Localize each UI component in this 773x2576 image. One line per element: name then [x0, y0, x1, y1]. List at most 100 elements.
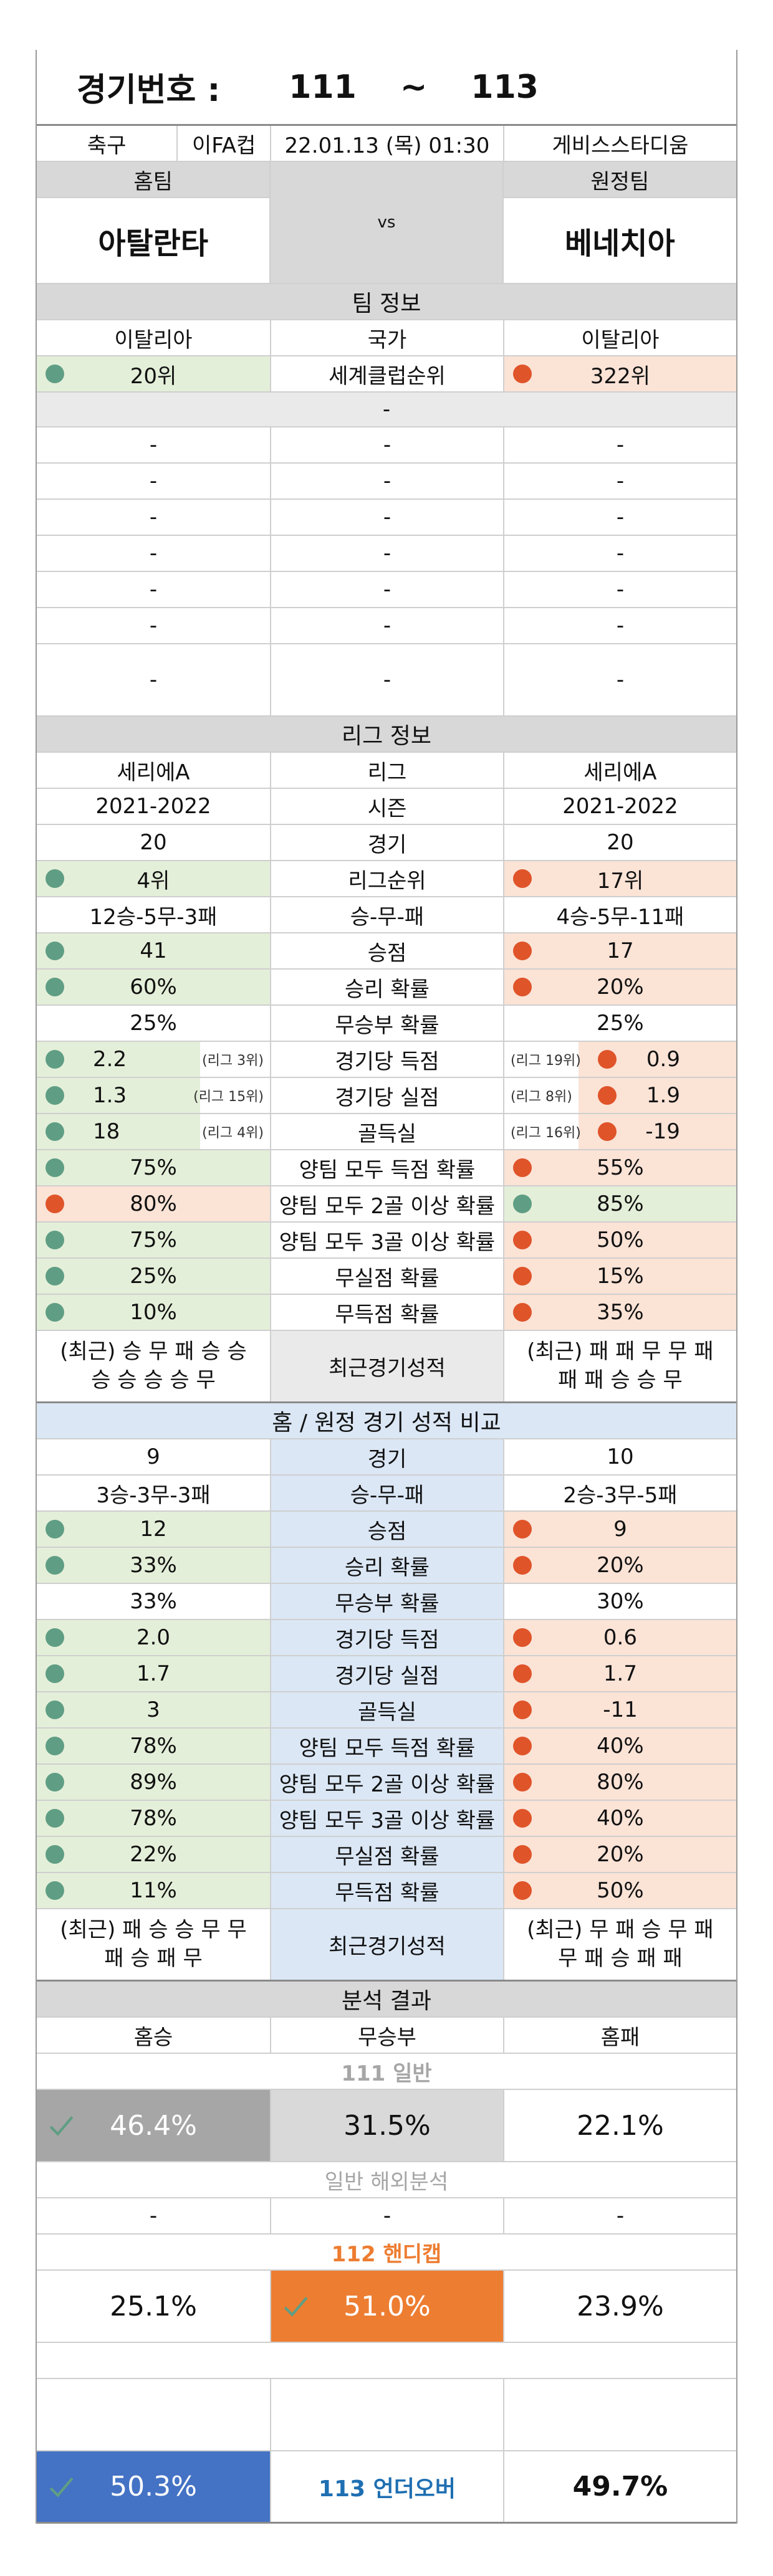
orange-indicator-dot-icon — [512, 1773, 532, 1791]
venue-info-title: 홈 / 원정 경기 성적 비교 — [37, 1403, 736, 1438]
value-text: 33% — [130, 1553, 177, 1578]
venue-gd-row-away: -11 — [502, 1692, 736, 1727]
col-draw: 무승부 — [269, 2018, 503, 2053]
league-rank-note: (리그 16위) — [510, 1125, 581, 1141]
games-row-away: 20 — [502, 825, 736, 860]
recent-line: 패 패 승 승 무 — [558, 1367, 683, 1393]
venue-win-rate-row: 33% 승리 확률 20% — [37, 1548, 736, 1584]
venue-btts-row: 78% 양팀 모두 득점 확률 40% — [37, 1729, 736, 1765]
empty-away: - — [502, 500, 736, 535]
green-indicator-dot-icon — [512, 1195, 532, 1213]
g112-result-row: 25.1% 51.0% 23.9% — [37, 2271, 736, 2343]
btts-row-away: 55% — [502, 1150, 736, 1185]
value-text: 80% — [130, 1191, 177, 1216]
venue-gd-row-label: 골득실 — [269, 1692, 503, 1727]
overseas-draw: - — [269, 2198, 503, 2233]
venue-gf-row-away: 0.6 — [502, 1620, 736, 1655]
venue-games-row-label: 경기 — [269, 1439, 503, 1474]
orange-indicator-dot-icon — [512, 869, 532, 888]
empty-home: - — [149, 432, 158, 457]
green-indicator-dot-icon — [46, 1845, 64, 1864]
empty-away: - — [502, 644, 736, 715]
orange-indicator-dot-icon — [512, 1664, 532, 1683]
orange-indicator-dot-icon — [597, 1122, 617, 1141]
points-row-label: 승점 — [269, 933, 503, 968]
spacer-cell — [37, 2343, 736, 2378]
overseas-away: - — [502, 2198, 736, 2233]
venue-noscore-row-away: 50% — [502, 1873, 736, 1908]
games-row-label: 경기 — [269, 825, 503, 860]
value-text: 85% — [597, 1191, 644, 1216]
points-row: 41 승점 17 — [37, 933, 736, 970]
vs-label: vs — [269, 162, 502, 283]
match-number-separator: ~ — [400, 68, 428, 106]
away-team-name: 베네치아 — [565, 226, 675, 261]
orange-indicator-dot-icon — [512, 1845, 532, 1864]
green-indicator-dot-icon — [46, 1881, 64, 1900]
games-row: 20 경기 20 — [37, 825, 736, 861]
g112-away: 23.9% — [502, 2271, 736, 2342]
venue-ga-row-away: 1.7 — [502, 1656, 736, 1691]
value-text: 20% — [597, 1553, 644, 1578]
value-text: 12 — [140, 1517, 167, 1542]
value-text: 2.2 — [93, 1047, 127, 1072]
venue-noscore-row-label: 무득점 확률 — [269, 1873, 503, 1908]
value-text: 40% — [597, 1734, 644, 1758]
g113-result-row: 50.3% 113 언더오버 49.7% — [37, 2451, 736, 2524]
btts2-row: 80% 양팀 모두 2골 이상 확률 85% — [37, 1186, 736, 1223]
green-indicator-dot-icon — [46, 942, 64, 960]
value-text: -11 — [603, 1697, 638, 1722]
venue-recent-row-label: 최근경기성적 — [269, 1909, 503, 1980]
league-rank-row: 4위 리그순위 17위 — [37, 861, 736, 897]
match-datetime: 22.01.13 (목) 01:30 — [269, 126, 503, 161]
club-rank-row: 20위 세계클럽순위 322위 — [37, 356, 736, 393]
orange-indicator-dot-icon — [512, 1158, 532, 1177]
btts2-row-away: 85% — [502, 1186, 736, 1221]
venue-ga-row: 1.7 경기당 실점 1.7 — [37, 1656, 736, 1692]
recent-line: (최근) 패 패 무 무 패 — [527, 1338, 714, 1364]
value-text: 89% — [130, 1770, 177, 1795]
orange-indicator-dot-icon — [512, 1303, 532, 1322]
venue-games-row: 9 경기 10 — [37, 1439, 736, 1476]
points-row-away: 17 — [502, 933, 736, 968]
venue-btts3-row-home: 78% — [37, 1801, 270, 1836]
btts-row-label: 양팀 모두 득점 확률 — [269, 1150, 503, 1185]
season-row: 2021-2022 시즌 2021-2022 — [37, 789, 736, 825]
green-indicator-dot-icon — [46, 978, 64, 996]
green-indicator-dot-icon — [46, 1701, 64, 1719]
country-row-away: 이탈리아 — [502, 320, 736, 355]
venue-btts-row-label: 양팀 모두 득점 확률 — [269, 1729, 503, 1763]
venue-games-row-home: 9 — [146, 1444, 160, 1469]
overseas-row: --- — [37, 2198, 736, 2235]
away-team-column: 원정팀 베네치아 — [502, 162, 736, 283]
venue-ga-row-home: 1.7 — [37, 1656, 270, 1691]
value-text: 50% — [597, 1228, 644, 1252]
goals-for-row-label: 경기당 득점 — [269, 1042, 503, 1077]
venue-win-rate-row-label: 승리 확률 — [269, 1548, 503, 1583]
recent-line: (최근) 패 승 승 무 무 — [60, 1917, 247, 1942]
value-text: 1.3 — [93, 1083, 127, 1108]
league-recent-row-label: 최근경기성적 — [269, 1331, 503, 1401]
green-indicator-dot-icon — [46, 1737, 64, 1755]
win-rate-row: 60% 승리 확률 20% — [37, 970, 736, 1006]
match-number-header: 경기번호 : 111 ~113 — [37, 50, 736, 124]
g111-title-row: 111 일반 — [37, 2054, 736, 2090]
clean-sheet-row-away: 15% — [502, 1259, 736, 1294]
venue-win-rate-row-home: 33% — [37, 1548, 270, 1583]
empty-away: - — [502, 427, 736, 462]
value-text: 15% — [597, 1264, 644, 1289]
record-row-home: 12승-5무-3패 — [89, 904, 218, 930]
value-text: 1.7 — [603, 1661, 637, 1686]
g112-title: 112 핸디캡 — [331, 2241, 442, 2267]
value-text: 1.9 — [646, 1083, 680, 1108]
goals-for-row-away: (리그 19위) 0.9 — [502, 1042, 736, 1077]
overseas-title-row: 일반 해외분석 — [37, 2162, 736, 2198]
goals-against-row-label: 경기당 실점 — [269, 1078, 503, 1113]
btts3-row-label: 양팀 모두 3골 이상 확률 — [269, 1223, 503, 1257]
value-text: 40% — [597, 1806, 644, 1831]
goal-diff-row-home: (리그 4위) 18 — [37, 1114, 270, 1149]
match-number-label: 경기번호 : — [77, 72, 221, 109]
